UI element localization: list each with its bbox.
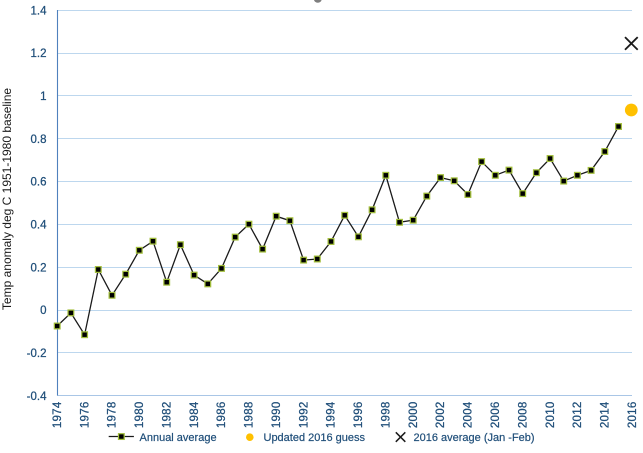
- svg-text:2016 average (Jan -Feb): 2016 average (Jan -Feb): [414, 432, 535, 444]
- svg-text:1978: 1978: [107, 402, 119, 429]
- svg-text:1998: 1998: [381, 402, 393, 429]
- svg-text:0.4: 0.4: [31, 219, 48, 231]
- svg-text:1988: 1988: [244, 402, 256, 429]
- svg-text:2006: 2006: [490, 402, 502, 429]
- svg-text:0.6: 0.6: [31, 177, 47, 189]
- svg-text:1.4: 1.4: [31, 5, 48, 17]
- svg-text:2014: 2014: [600, 401, 612, 428]
- svg-text:2004: 2004: [463, 401, 475, 428]
- svg-text:2010: 2010: [545, 402, 557, 429]
- svg-text:2002: 2002: [435, 402, 447, 429]
- svg-text:-0.2: -0.2: [27, 348, 47, 360]
- svg-text:2012: 2012: [572, 402, 584, 429]
- svg-text:1986: 1986: [216, 402, 228, 429]
- svg-text:Updated 2016 guess: Updated 2016 guess: [264, 432, 366, 444]
- svg-text:1974: 1974: [52, 401, 64, 428]
- svg-text:0.2: 0.2: [31, 262, 47, 274]
- svg-text:2000: 2000: [408, 402, 420, 429]
- svg-text:1982: 1982: [161, 402, 173, 429]
- svg-text:1994: 1994: [326, 401, 338, 428]
- svg-text:1976: 1976: [79, 402, 91, 429]
- svg-text:0.8: 0.8: [31, 134, 47, 146]
- svg-text:1.2: 1.2: [31, 48, 47, 60]
- svg-text:1990: 1990: [271, 402, 283, 429]
- svg-text:-0.4: -0.4: [27, 391, 47, 403]
- svg-text:Temp anomaly deg C 1951-1980 b: Temp anomaly deg C 1951-1980 baseline: [0, 88, 14, 310]
- svg-text:2008: 2008: [517, 402, 529, 429]
- svg-text:1980: 1980: [134, 402, 146, 429]
- svg-text:1: 1: [40, 91, 46, 103]
- svg-text:0: 0: [40, 305, 46, 317]
- svg-text:1992: 1992: [298, 402, 310, 429]
- svg-text:1984: 1984: [189, 401, 201, 428]
- svg-text:1996: 1996: [353, 402, 365, 429]
- svg-text:2016: 2016: [627, 402, 639, 429]
- svg-text:Annual average: Annual average: [140, 432, 217, 444]
